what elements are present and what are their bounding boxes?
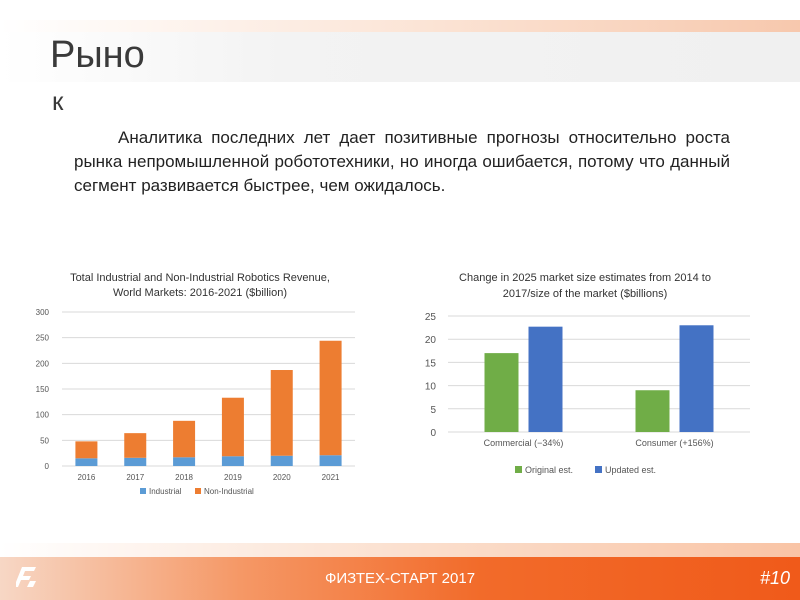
market-estimate-chart: Change in 2025 market size estimates fro… bbox=[400, 265, 770, 485]
bar-original-est-0 bbox=[484, 353, 519, 432]
bar-updated-est-1 bbox=[679, 325, 714, 432]
chart-title-line1: Change in 2025 market size estimates fro… bbox=[459, 272, 711, 284]
bar-non-industrial-2018 bbox=[173, 420, 196, 458]
x-tick-label: 2020 bbox=[273, 473, 291, 482]
bar-original-est-1 bbox=[635, 390, 670, 432]
footer-event-name: ФИЗТЕХ-СТАРТ 2017 bbox=[324, 570, 476, 587]
y-tick-label: 5 bbox=[430, 405, 436, 416]
legend-label: Industrial bbox=[149, 487, 182, 496]
legend-swatch bbox=[515, 466, 522, 473]
y-tick-label: 50 bbox=[40, 436, 49, 445]
bar-industrial-2017 bbox=[124, 457, 147, 466]
x-tick-label: Consumer (+156%) bbox=[635, 438, 713, 448]
legend-label: Original est. bbox=[525, 465, 573, 475]
y-tick-label: 250 bbox=[36, 334, 50, 343]
bar-industrial-2016 bbox=[75, 458, 98, 466]
y-tick-label: 0 bbox=[45, 462, 50, 471]
bar-non-industrial-2021 bbox=[319, 340, 342, 456]
legend-swatch bbox=[140, 488, 146, 494]
footer-fade-bar bbox=[0, 543, 800, 557]
estimate-chart-plot: 0 5 10 15 20 25 Commercial (−34%) Consumer (+15… bbox=[425, 312, 750, 475]
y-tick-label: 20 bbox=[425, 335, 437, 346]
legend-label: Non-Industrial bbox=[204, 487, 254, 496]
bar-non-industrial-2020 bbox=[270, 370, 293, 456]
x-tick-label: 2017 bbox=[126, 473, 144, 482]
chart-title-line2: 2017/size of the market ($billions) bbox=[502, 288, 668, 300]
x-tick-label: 2018 bbox=[175, 473, 193, 482]
chart-title-line2: World Markets: 2016-2021 ($billion) bbox=[112, 287, 288, 299]
legend-swatch bbox=[195, 488, 201, 494]
x-tick-label: 2016 bbox=[78, 473, 96, 482]
robotics-revenue-chart: Total Industrial and Non-Industrial Robo… bbox=[20, 265, 380, 510]
y-tick-label: 150 bbox=[36, 385, 50, 394]
slide-body-text: Аналитика последних лет дает позитивные … bbox=[74, 128, 730, 195]
y-tick-label: 25 bbox=[425, 312, 437, 323]
legend-swatch bbox=[595, 466, 602, 473]
top-accent-band bbox=[0, 20, 800, 32]
bar-industrial-2020 bbox=[270, 455, 293, 466]
y-tick-label: 300 bbox=[36, 308, 50, 317]
chart-title-line1: Total Industrial and Non-Industrial Robo… bbox=[70, 272, 330, 284]
y-tick-label: 0 bbox=[430, 428, 436, 439]
legend-label: Updated est. bbox=[605, 465, 656, 475]
bar-industrial-2018 bbox=[173, 457, 196, 466]
bar-non-industrial-2016 bbox=[75, 441, 98, 459]
bar-industrial-2019 bbox=[221, 456, 244, 466]
slide-title: Рыно bbox=[50, 34, 145, 76]
y-tick-label: 10 bbox=[425, 382, 437, 393]
bar-industrial-2021 bbox=[319, 455, 342, 466]
x-tick-label: 2019 bbox=[224, 473, 242, 482]
x-tick-label: 2021 bbox=[322, 473, 340, 482]
bar-updated-est-0 bbox=[528, 326, 563, 432]
x-tick-label: Commercial (−34%) bbox=[484, 438, 564, 448]
title-band bbox=[0, 32, 800, 82]
y-tick-label: 15 bbox=[425, 358, 437, 369]
bar-non-industrial-2019 bbox=[221, 397, 244, 457]
fiztech-logo-icon bbox=[16, 567, 36, 587]
y-tick-label: 100 bbox=[36, 411, 50, 420]
bar-non-industrial-2017 bbox=[124, 433, 147, 458]
revenue-chart-plot: 0 50 100 150 200 250 300 2016 2017 2018 2019 2020 20… bbox=[36, 308, 355, 496]
y-tick-label: 200 bbox=[36, 359, 50, 368]
slide-title-continuation: к bbox=[52, 86, 64, 116]
page-number: #10 bbox=[759, 568, 790, 588]
